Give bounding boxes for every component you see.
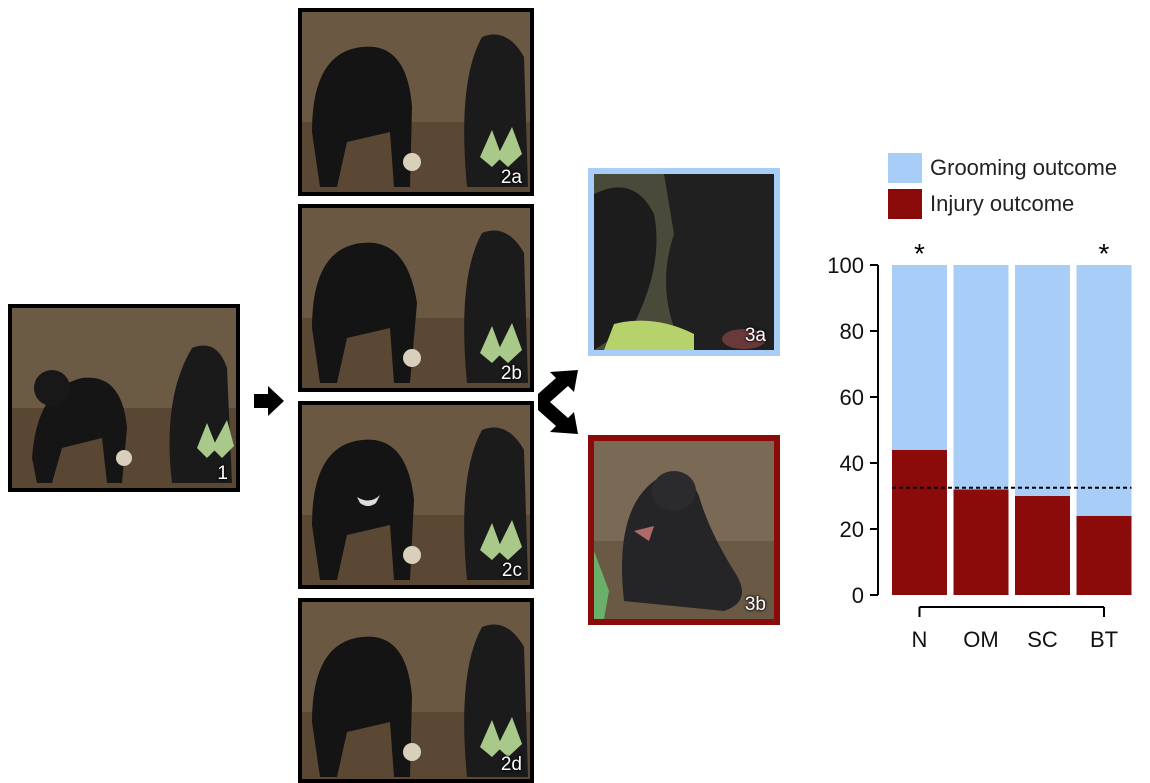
- x-tick-label: OM: [963, 627, 998, 652]
- photo-panel-1: 1: [8, 304, 240, 492]
- y-tick-label: 40: [840, 451, 864, 476]
- macaque-photo-2d: [302, 602, 530, 779]
- photo-panel-2c: 2c: [298, 401, 534, 589]
- y-tick-label: 20: [840, 517, 864, 542]
- x-axis: N OM SC BT: [912, 606, 1118, 652]
- y-tick-label: 60: [840, 385, 864, 410]
- bar-injury-SC: [1015, 496, 1070, 595]
- y-axis: 0 20 40 60 80 100: [827, 253, 879, 608]
- macaque-photo-2b: [302, 208, 530, 388]
- chart-legend: Grooming outcome Injury outcome: [888, 150, 1117, 222]
- macaque-photo-2c: [302, 405, 530, 585]
- macaque-photo-1: [12, 308, 236, 488]
- legend-item-grooming: Grooming outcome: [888, 150, 1117, 186]
- y-tick-label: 100: [827, 253, 864, 278]
- legend-swatch: [888, 153, 922, 183]
- photo-panel-3b: 3b: [588, 435, 780, 625]
- y-tick-label: 0: [852, 583, 864, 608]
- bar-injury-BT: [1076, 515, 1132, 595]
- legend-swatch: [888, 189, 922, 219]
- bar-grooming-SC: [1015, 265, 1070, 496]
- injury-photo: [594, 441, 774, 619]
- panel-label: 2c: [501, 560, 522, 581]
- photo-panel-2b: 2b: [298, 204, 534, 392]
- legend-item-injury: Injury outcome: [888, 186, 1117, 222]
- right-arrow-icon: [254, 386, 284, 416]
- bar-injury-OM: [953, 489, 1009, 595]
- panel-label: 3a: [744, 325, 766, 346]
- legend-label: Injury outcome: [930, 191, 1075, 216]
- grooming-photo: [594, 174, 774, 350]
- bar-grooming-OM: [953, 265, 1009, 490]
- bar-grooming-N: [892, 265, 947, 450]
- photo-panel-3a: 3a: [588, 168, 780, 356]
- bar-injury-N: [892, 449, 947, 595]
- significance-marker: *: [1099, 238, 1110, 269]
- photo-panel-2d: 2d: [298, 598, 534, 783]
- legend-label: Grooming outcome: [930, 155, 1118, 180]
- photo-panel-2a: 2a: [298, 8, 534, 196]
- x-tick-label: BT: [1090, 627, 1118, 652]
- panel-label: 2b: [500, 363, 522, 384]
- panel-label: 2d: [500, 754, 522, 775]
- panel-label: 3b: [744, 594, 766, 615]
- macaque-photo-2a: [302, 12, 530, 192]
- bar-grooming-BT: [1076, 265, 1132, 516]
- bars: * *: [892, 238, 1132, 595]
- panel-label: 2a: [500, 167, 522, 188]
- y-tick-label: 80: [840, 319, 864, 344]
- x-tick-label: SC: [1027, 627, 1058, 652]
- x-tick-label: N: [912, 627, 928, 652]
- panel-label: 1: [217, 463, 228, 484]
- flow-arrows: [254, 370, 578, 434]
- significance-marker: *: [914, 238, 925, 269]
- branch-arrow-icon: [538, 370, 578, 434]
